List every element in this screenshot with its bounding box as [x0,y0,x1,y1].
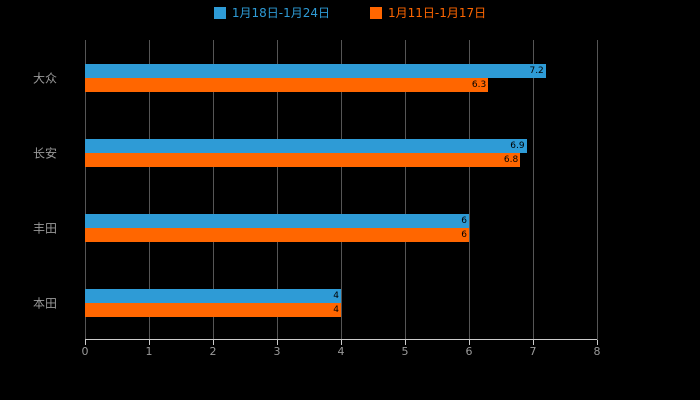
x-tick-label: 8 [593,345,601,358]
plot-area: 0 1 2 3 4 5 6 7 8 7.2 6.3 6.9 6.8 6 6 4 4 [82,40,601,358]
axis-tick [469,340,470,345]
axis-tick [533,340,534,345]
legend: 1月18日-1月24日 1月11日-1月17日 [0,6,700,20]
axis-tick [597,340,598,345]
gridline [469,40,470,340]
axis-tick [405,340,406,345]
axis-tick [277,340,278,345]
gridline [597,40,598,340]
x-tick-label: 1 [145,345,153,358]
bar-series2[interactable]: 6 [85,228,469,242]
axis-tick [213,340,214,345]
bar-series1[interactable]: 6.9 [85,139,527,153]
x-tick-label: 4 [337,345,345,358]
x-tick-label: 7 [529,345,537,358]
bar-value-label: 6 [461,230,467,240]
gridline [149,40,150,340]
x-tick-label: 2 [209,345,217,358]
category-label: 大众 [32,71,57,85]
x-tick-label: 0 [81,345,89,358]
gridline [213,40,214,340]
bar-value-label: 4 [333,291,339,301]
bar-value-label: 7.2 [529,66,544,76]
bar-series2[interactable]: 6.3 [85,78,489,92]
x-axis-line [85,339,597,340]
gridline [405,40,406,340]
legend-label-series1: 1月18日-1月24日 [231,6,330,20]
x-tick-label: 5 [401,345,409,358]
gridline [533,40,534,340]
x-tick-label: 6 [465,345,473,358]
bar-series2[interactable]: 6.8 [85,153,521,167]
bar-series1[interactable]: 7.2 [85,64,546,78]
legend-label-series2: 1月11日-1月17日 [388,6,487,20]
bar-series1[interactable]: 6 [85,214,469,228]
bar-value-label: 6 [461,216,467,226]
category-label: 本田 [32,296,57,310]
gridline [341,40,342,340]
y-axis-labels: 大众 长安 丰田 本田 [0,40,71,340]
x-tick-label: 3 [273,345,281,358]
bar-value-label: 4 [333,305,339,315]
legend-item-series1[interactable]: 1月18日-1月24日 [213,6,330,20]
gridline [85,40,86,340]
axis-tick [85,340,86,345]
legend-swatch-series1 [213,7,226,19]
legend-swatch-series2 [370,7,382,19]
axis-tick [341,340,342,345]
bar-value-label: 6.8 [503,155,519,165]
bar-value-label: 6.3 [471,80,487,90]
category-label: 长安 [32,146,57,160]
axis-tick [149,340,150,345]
bar-series1[interactable]: 4 [85,289,341,303]
bar-series2[interactable]: 4 [85,303,341,317]
category-label: 丰田 [32,221,57,235]
gridline [277,40,278,340]
bar-value-label: 6.9 [510,141,525,151]
legend-item-series2[interactable]: 1月11日-1月17日 [370,6,486,20]
